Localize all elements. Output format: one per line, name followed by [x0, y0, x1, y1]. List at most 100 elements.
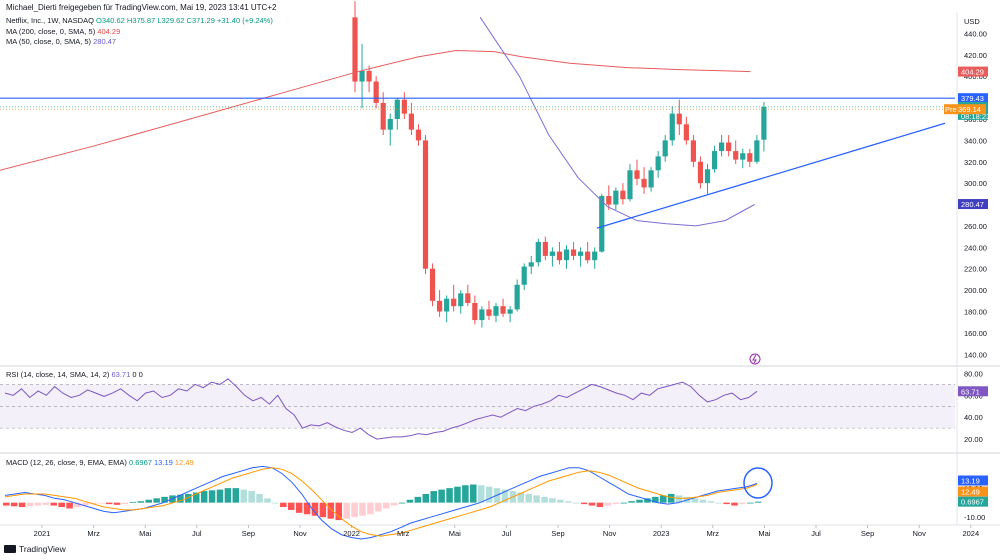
rsi-band: [0, 384, 955, 429]
candle-body: [380, 102, 386, 130]
macd-hist-bar: [327, 502, 335, 519]
candle-body: [627, 170, 633, 200]
candle-body: [669, 113, 675, 141]
candle-body: [394, 99, 400, 119]
candle-body: [556, 251, 563, 261]
candle-body: [613, 190, 619, 205]
time-tick-label: Mai: [758, 529, 770, 538]
macd-hist-bar: [422, 493, 430, 503]
candle-body: [676, 113, 682, 125]
macd-hist-bar: [620, 502, 627, 504]
candle-body: [458, 293, 464, 307]
candle-body: [726, 142, 732, 152]
legend-macd[interactable]: MACD (12, 26, close, 9, EMA, EMA) 0.6967…: [6, 458, 194, 467]
macd-hist-bar: [446, 488, 453, 503]
macd-hist-bar: [699, 499, 707, 503]
candle-body: [444, 298, 450, 312]
legend-ma50[interactable]: MA (50, close, 0, SMA, 5) 280.47: [6, 37, 116, 46]
candle-body: [599, 195, 605, 252]
price-tag-label: 280.47: [961, 200, 984, 209]
macd-hist-bar: [58, 502, 65, 508]
candle-body: [754, 140, 760, 162]
price-tick-label: 300.00: [964, 179, 987, 188]
macd-hist-bar: [398, 502, 406, 504]
rsi-tag-label: 63.71: [961, 387, 980, 396]
tradingview-logo[interactable]: TradingView: [4, 544, 66, 554]
macd-hist-bar: [129, 501, 137, 503]
candle-body: [585, 251, 591, 261]
rsi-tag: [958, 386, 988, 397]
signal-line: [4, 467, 758, 537]
macd-hist-bar: [137, 501, 145, 503]
time-tick-label: 2023: [653, 529, 670, 538]
price-tick-label: 340.00: [964, 136, 987, 145]
legend-rsi[interactable]: RSI (14, close, 14, SMA, 14, 2) 63.71 0 …: [6, 370, 143, 379]
candle-body: [662, 140, 668, 157]
candle-body: [740, 153, 746, 160]
candle-body: [592, 251, 598, 261]
macd-hist-bar: [533, 495, 540, 503]
macd-hist-bar: [82, 502, 89, 506]
macd-hist-bar: [691, 498, 699, 503]
price-tick-label: 160.00: [964, 329, 987, 338]
candle-body: [606, 195, 612, 205]
macd-hist-bar: [430, 491, 437, 503]
time-tick-label: Jul: [811, 529, 821, 538]
macd-hist-bar: [390, 502, 398, 506]
macd-hist-bar: [351, 502, 358, 518]
macd-hist-bar: [121, 502, 129, 505]
pre-tag-label: Pre: [945, 105, 957, 114]
legend-ma200-value: 404.29: [97, 27, 121, 36]
candle-body: [422, 140, 429, 269]
candle-body: [690, 140, 696, 162]
macd-hist-bar: [652, 496, 659, 503]
candle-body: [570, 249, 577, 256]
annotation-circle[interactable]: [743, 467, 773, 499]
macd-hist-bar: [3, 502, 10, 506]
lightning-icon[interactable]: [749, 353, 761, 365]
macd-hist-bar: [232, 488, 240, 503]
time-tick-label: Mrz: [87, 529, 100, 538]
macd-hist-bar: [485, 486, 493, 503]
tradingview-logo-text: TradingView: [19, 544, 66, 554]
candle-body: [486, 309, 492, 316]
candle-body: [373, 81, 379, 103]
chart-title: Michael_Dierti freigegeben für TradingVi…: [6, 3, 277, 12]
macd-hist-bar: [588, 502, 596, 506]
legend-ma200[interactable]: MA (200, close, 0, SMA, 5) 404.29: [6, 27, 120, 36]
time-tick-label: 2021: [34, 529, 51, 538]
price-tags: 404.29379.43371.2908:18:23369.14Pre280.4…: [944, 66, 990, 210]
macd-hist-bar: [26, 502, 34, 507]
pre-tag: [944, 104, 958, 115]
time-axis[interactable]: 2021 Mrz Mai Jul Sep Nov 2022 Mrz Mai Jul Sep Nov 20…: [34, 525, 979, 538]
legend-rsi-extra: 0 0: [132, 370, 143, 379]
macd-hist-bar: [113, 502, 121, 505]
macd-hist-bar: [264, 498, 271, 503]
rsi-tick-label: 20.00: [964, 435, 983, 444]
macd-hist-bar: [660, 495, 667, 503]
macd-hist-bar: [319, 502, 327, 518]
legend-macd-v1: 0.6967: [128, 458, 152, 467]
candle-body: [578, 251, 584, 256]
macd-hist-bar: [303, 502, 311, 515]
macd-hist-bar: [42, 502, 50, 505]
candle-body: [542, 241, 548, 256]
candle-body: [704, 169, 711, 184]
legend-ma200-label: MA (200, close, 0, SMA, 5): [6, 27, 96, 36]
macd-tag: [958, 475, 988, 486]
legend-rsi-value: 63.71: [111, 370, 131, 379]
price-tick-label: 400.00: [964, 72, 987, 81]
price-pane[interactable]: 440.00420.00400.00380.00360.00340.00320.…: [0, 1, 987, 359]
currency-label: USD: [964, 17, 980, 26]
candle-body: [521, 266, 527, 285]
macd-hist-bar: [105, 502, 113, 505]
macd-hist-bar: [185, 493, 192, 503]
macd-hist-bar: [280, 502, 287, 508]
candle-body: [711, 151, 718, 170]
macd-hist-bar: [541, 496, 548, 503]
ma50-line: [479, 17, 755, 227]
candle-body: [655, 156, 661, 171]
